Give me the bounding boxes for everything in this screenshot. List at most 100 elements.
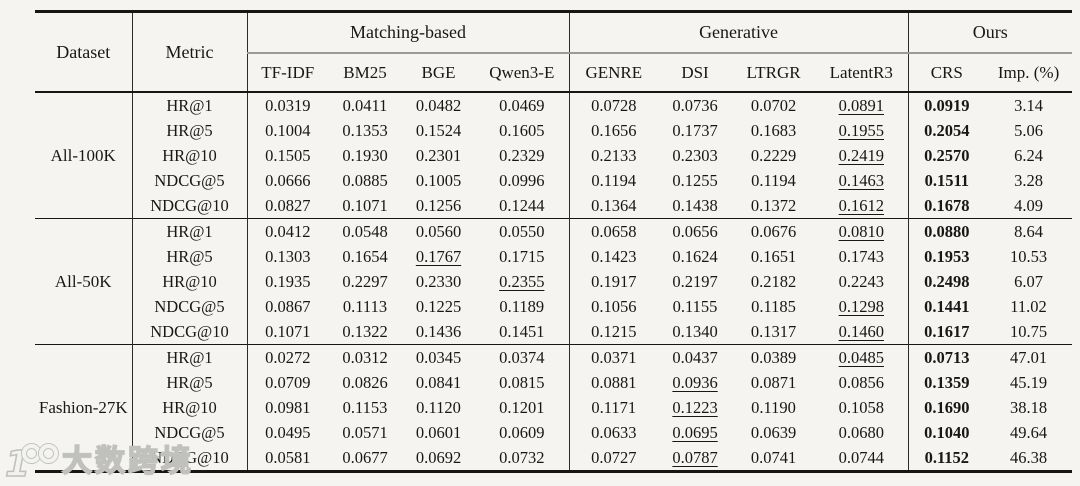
value: 0.0571 bbox=[342, 423, 388, 442]
value: 0.0560 bbox=[415, 222, 462, 241]
value: 0.0709 bbox=[265, 373, 311, 392]
value-cell: 0.1005 bbox=[402, 168, 475, 193]
value-cell: 0.1353 bbox=[328, 118, 402, 143]
value: 0.1340 bbox=[672, 322, 718, 341]
value: 0.0469 bbox=[499, 96, 545, 115]
metric-cell: NDCG@10 bbox=[131, 319, 247, 345]
value-cell: 0.0881 bbox=[568, 370, 659, 395]
value: 0.1155 bbox=[672, 297, 718, 316]
table-row: NDCG@10 0.0581 0.0677 0.0692 0.0732 0.0727 0.0… bbox=[35, 445, 1072, 472]
value: 0.0609 bbox=[499, 423, 545, 442]
value-cell: 0.2297 bbox=[328, 269, 402, 294]
value-cell: 0.1303 bbox=[246, 244, 328, 269]
value: 0.2355 bbox=[499, 272, 545, 291]
value: 0.0981 bbox=[265, 398, 311, 417]
value: 0.0658 bbox=[591, 222, 637, 241]
value-cell: 6.24 bbox=[985, 143, 1072, 168]
value-cell: 0.0345 bbox=[402, 345, 475, 371]
metric-cell: HR@5 bbox=[131, 118, 247, 143]
value-cell: 0.0389 bbox=[732, 345, 815, 371]
value: 0.2133 bbox=[591, 146, 637, 165]
value-cell: 0.2182 bbox=[732, 269, 815, 294]
value-cell: 38.18 bbox=[985, 395, 1072, 420]
value: 0.1715 bbox=[499, 247, 545, 266]
value: 0.1930 bbox=[342, 146, 388, 165]
table-row: NDCG@5 0.0666 0.0885 0.1005 0.0996 0.1194 0.12… bbox=[35, 168, 1072, 193]
value-cell: 0.1617 bbox=[907, 319, 986, 345]
metric-cell: HR@1 bbox=[131, 92, 247, 118]
value: 0.1152 bbox=[924, 448, 970, 467]
value-cell: 0.1120 bbox=[402, 395, 475, 420]
value: 5.06 bbox=[1014, 121, 1043, 140]
value: 0.1190 bbox=[751, 398, 796, 417]
value: 0.1423 bbox=[591, 247, 637, 266]
value: 0.0374 bbox=[499, 348, 545, 367]
value-cell: 0.1372 bbox=[732, 193, 815, 219]
value: 0.0826 bbox=[342, 373, 388, 392]
dataset-cell: Fashion-27K bbox=[38, 397, 128, 417]
value: 49.64 bbox=[1009, 423, 1048, 442]
value: 0.2301 bbox=[415, 146, 462, 165]
metric-cell: HR@5 bbox=[131, 370, 247, 395]
value: 0.0880 bbox=[924, 222, 970, 241]
column-header: BGE bbox=[421, 62, 456, 82]
metric-cell: NDCG@5 bbox=[131, 168, 247, 193]
value-cell: 0.0880 bbox=[907, 218, 986, 244]
value: 47.01 bbox=[1009, 348, 1048, 367]
value: 0.0732 bbox=[499, 448, 545, 467]
value: 6.07 bbox=[1014, 272, 1043, 291]
value-cell: 0.1056 bbox=[568, 294, 659, 319]
value-cell: 0.1955 bbox=[815, 118, 908, 143]
value: 0.0919 bbox=[924, 96, 970, 115]
table-row: All-100K HR@1 0.0319 0.0411 0.0482 0.0469 0.07… bbox=[35, 92, 1072, 165]
value: 0.2498 bbox=[924, 272, 970, 291]
value-cell: 0.0272 bbox=[246, 344, 328, 370]
value-cell: 0.2301 bbox=[402, 143, 475, 168]
value-cell: 0.1071 bbox=[328, 193, 402, 219]
value: 0.1255 bbox=[672, 171, 718, 190]
value-cell: 0.1656 bbox=[568, 118, 659, 143]
value: 0.1223 bbox=[672, 398, 718, 417]
value-cell: 0.0728 bbox=[568, 92, 659, 118]
value-cell: 0.0709 bbox=[246, 370, 328, 395]
table-row: NDCG@10 0.0827 0.1071 0.1256 0.1244 0.1364 0.1… bbox=[35, 193, 1072, 219]
value: 0.0996 bbox=[499, 171, 545, 190]
value-cell: 0.2054 bbox=[907, 118, 986, 143]
metric-cell: HR@10 bbox=[131, 269, 247, 294]
value-cell: 0.0411 bbox=[328, 92, 402, 118]
value: 0.0345 bbox=[415, 348, 462, 367]
value-cell: 0.0666 bbox=[246, 168, 328, 193]
value-cell: 0.1511 bbox=[907, 168, 986, 193]
value: 0.0871 bbox=[750, 373, 797, 392]
value-cell: 0.0319 bbox=[246, 92, 328, 118]
value-cell: 0.0469 bbox=[475, 92, 569, 118]
metric-cell: HR@10 bbox=[131, 143, 247, 168]
value: 0.1656 bbox=[591, 121, 637, 140]
value: 0.1743 bbox=[838, 247, 884, 266]
brand-100-logo-icon: 1 bbox=[4, 441, 59, 486]
value-cell: 0.1683 bbox=[732, 118, 815, 143]
value-cell: 0.1004 bbox=[246, 118, 328, 143]
value: 0.1194 bbox=[591, 171, 637, 190]
value: 0.1524 bbox=[415, 121, 462, 140]
value: 0.0856 bbox=[838, 373, 884, 392]
value: 0.1683 bbox=[750, 121, 797, 140]
value: 4.09 bbox=[1014, 196, 1043, 215]
value-cell: 0.1451 bbox=[475, 319, 569, 345]
table-row: HR@5 0.1004 0.1353 0.1524 0.1605 0.1656 0.1737… bbox=[35, 118, 1072, 143]
value: 0.0891 bbox=[838, 96, 884, 115]
value-cell: 0.0482 bbox=[402, 92, 475, 118]
value: 0.0389 bbox=[750, 348, 797, 367]
value-cell: 0.0736 bbox=[658, 92, 732, 118]
dataset-cell: All-100K bbox=[50, 145, 116, 165]
value-cell: 0.0658 bbox=[568, 218, 659, 244]
value-cell: 0.1152 bbox=[907, 445, 986, 472]
value: 0.1612 bbox=[838, 196, 884, 215]
value-cell: 0.1917 bbox=[568, 269, 659, 294]
value-cell: 6.07 bbox=[985, 269, 1072, 294]
value-cell: 0.2133 bbox=[568, 143, 659, 168]
value: 0.1058 bbox=[838, 398, 884, 417]
value: 0.0702 bbox=[750, 96, 797, 115]
value-cell: 0.0815 bbox=[475, 370, 569, 395]
value: 0.1120 bbox=[416, 398, 461, 417]
